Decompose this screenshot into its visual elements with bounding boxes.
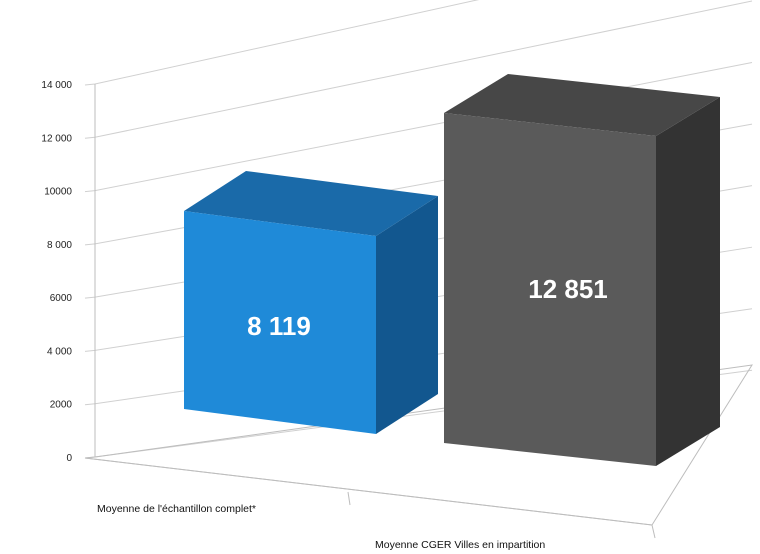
y-tick-label: 14 000 (41, 80, 72, 91)
bar-1 (184, 171, 438, 434)
x-axis (84, 457, 653, 526)
y-tick-label: 12 000 (41, 133, 72, 144)
y-tick-labels: 0 2000 4 000 6000 8 000 10000 12 000 14 000 (41, 80, 72, 464)
bar-value-label: 12 851 (528, 274, 608, 304)
y-tick-label: 10000 (44, 187, 72, 198)
bar-top-face (184, 171, 438, 236)
y-tick-label: 8 000 (47, 240, 72, 251)
x-axis-tick (347, 491, 351, 506)
x-category-label: Moyenne de l'échantillon complet* (97, 503, 256, 515)
x-category-label: Moyenne CGER Villes en impartition (375, 539, 545, 551)
bar-side-face (656, 97, 720, 466)
x-axis-tick (651, 524, 656, 539)
bar-2 (444, 74, 720, 466)
axes (84, 84, 753, 539)
bar-front-face (444, 113, 656, 466)
y-tick-label: 0 (66, 453, 72, 464)
bar-top-face (444, 74, 720, 136)
y-tick-label: 4 000 (47, 346, 72, 357)
bars (184, 74, 720, 466)
category-labels: Moyenne de l'échantillon complet* Moyenne… (97, 503, 545, 551)
gridline-14000 (84, 0, 480, 86)
data-labels: 8 119 12 851 (247, 274, 608, 341)
y-tick-label: 6000 (50, 293, 73, 304)
bar-value-label: 8 119 (247, 311, 311, 341)
bar-side-face (376, 196, 438, 434)
y-tick-label: 2000 (50, 400, 73, 411)
bar-front-face (184, 211, 376, 434)
